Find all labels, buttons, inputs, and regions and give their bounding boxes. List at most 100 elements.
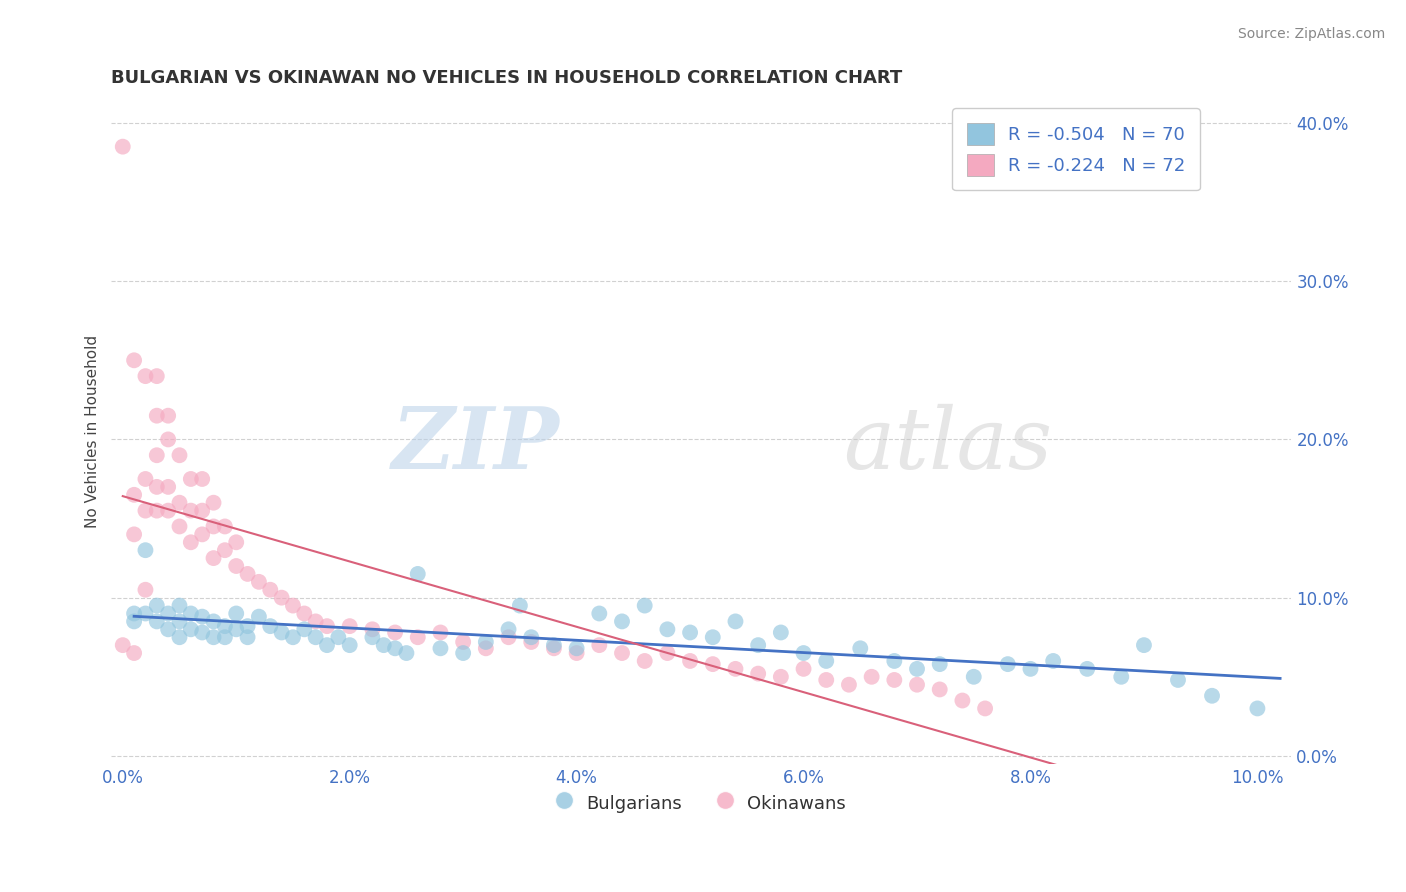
- Point: [543, 638, 565, 652]
- Point: [236, 630, 259, 644]
- Point: [1019, 662, 1042, 676]
- Point: [111, 139, 134, 153]
- Point: [679, 625, 702, 640]
- Point: [838, 678, 860, 692]
- Point: [815, 654, 838, 668]
- Point: [328, 630, 350, 644]
- Point: [169, 630, 191, 644]
- Point: [236, 566, 259, 581]
- Point: [122, 607, 145, 621]
- Point: [191, 609, 214, 624]
- Point: [259, 619, 281, 633]
- Point: [157, 623, 180, 637]
- Point: [169, 519, 191, 533]
- Point: [214, 543, 236, 558]
- Point: [565, 641, 588, 656]
- Point: [702, 630, 724, 644]
- Point: [180, 535, 202, 549]
- Point: [406, 630, 429, 644]
- Point: [134, 582, 156, 597]
- Point: [292, 607, 315, 621]
- Point: [270, 625, 292, 640]
- Point: [134, 607, 156, 621]
- Point: [169, 496, 191, 510]
- Point: [339, 638, 361, 652]
- Point: [157, 409, 180, 423]
- Point: [520, 630, 543, 644]
- Point: [134, 503, 156, 517]
- Point: [747, 638, 769, 652]
- Point: [747, 666, 769, 681]
- Y-axis label: No Vehicles in Household: No Vehicles in Household: [86, 334, 100, 528]
- Point: [1042, 654, 1064, 668]
- Point: [451, 646, 474, 660]
- Point: [270, 591, 292, 605]
- Point: [122, 353, 145, 368]
- Point: [498, 623, 520, 637]
- Point: [1133, 638, 1156, 652]
- Point: [157, 480, 180, 494]
- Point: [815, 673, 838, 687]
- Point: [610, 615, 633, 629]
- Point: [134, 369, 156, 384]
- Point: [305, 615, 328, 629]
- Point: [588, 638, 610, 652]
- Point: [122, 527, 145, 541]
- Point: [236, 619, 259, 633]
- Point: [134, 472, 156, 486]
- Point: [1167, 673, 1189, 687]
- Point: [373, 638, 395, 652]
- Point: [169, 448, 191, 462]
- Point: [316, 619, 339, 633]
- Point: [963, 670, 986, 684]
- Point: [157, 433, 180, 447]
- Point: [157, 607, 180, 621]
- Point: [202, 615, 225, 629]
- Point: [316, 638, 339, 652]
- Point: [724, 662, 747, 676]
- Point: [475, 635, 498, 649]
- Point: [122, 615, 145, 629]
- Point: [634, 599, 657, 613]
- Point: [702, 657, 724, 672]
- Point: [610, 646, 633, 660]
- Point: [339, 619, 361, 633]
- Point: [225, 535, 247, 549]
- Point: [543, 641, 565, 656]
- Point: [122, 488, 145, 502]
- Point: [509, 599, 531, 613]
- Point: [214, 619, 236, 633]
- Point: [498, 630, 520, 644]
- Point: [191, 527, 214, 541]
- Point: [191, 503, 214, 517]
- Point: [384, 641, 406, 656]
- Point: [634, 654, 657, 668]
- Point: [724, 615, 747, 629]
- Point: [657, 623, 679, 637]
- Point: [928, 657, 950, 672]
- Point: [974, 701, 997, 715]
- Point: [202, 519, 225, 533]
- Point: [281, 599, 304, 613]
- Point: [657, 646, 679, 660]
- Point: [146, 409, 169, 423]
- Point: [180, 623, 202, 637]
- Text: ZIP: ZIP: [392, 403, 560, 486]
- Legend: Bulgarians, Okinawans: Bulgarians, Okinawans: [550, 785, 853, 822]
- Point: [202, 496, 225, 510]
- Point: [883, 673, 905, 687]
- Point: [905, 662, 928, 676]
- Point: [475, 641, 498, 656]
- Text: Source: ZipAtlas.com: Source: ZipAtlas.com: [1237, 27, 1385, 41]
- Point: [952, 693, 974, 707]
- Point: [565, 646, 588, 660]
- Point: [849, 641, 872, 656]
- Text: atlas: atlas: [844, 403, 1052, 486]
- Point: [247, 609, 270, 624]
- Point: [169, 599, 191, 613]
- Point: [191, 625, 214, 640]
- Point: [111, 638, 134, 652]
- Point: [225, 607, 247, 621]
- Point: [157, 503, 180, 517]
- Point: [769, 670, 792, 684]
